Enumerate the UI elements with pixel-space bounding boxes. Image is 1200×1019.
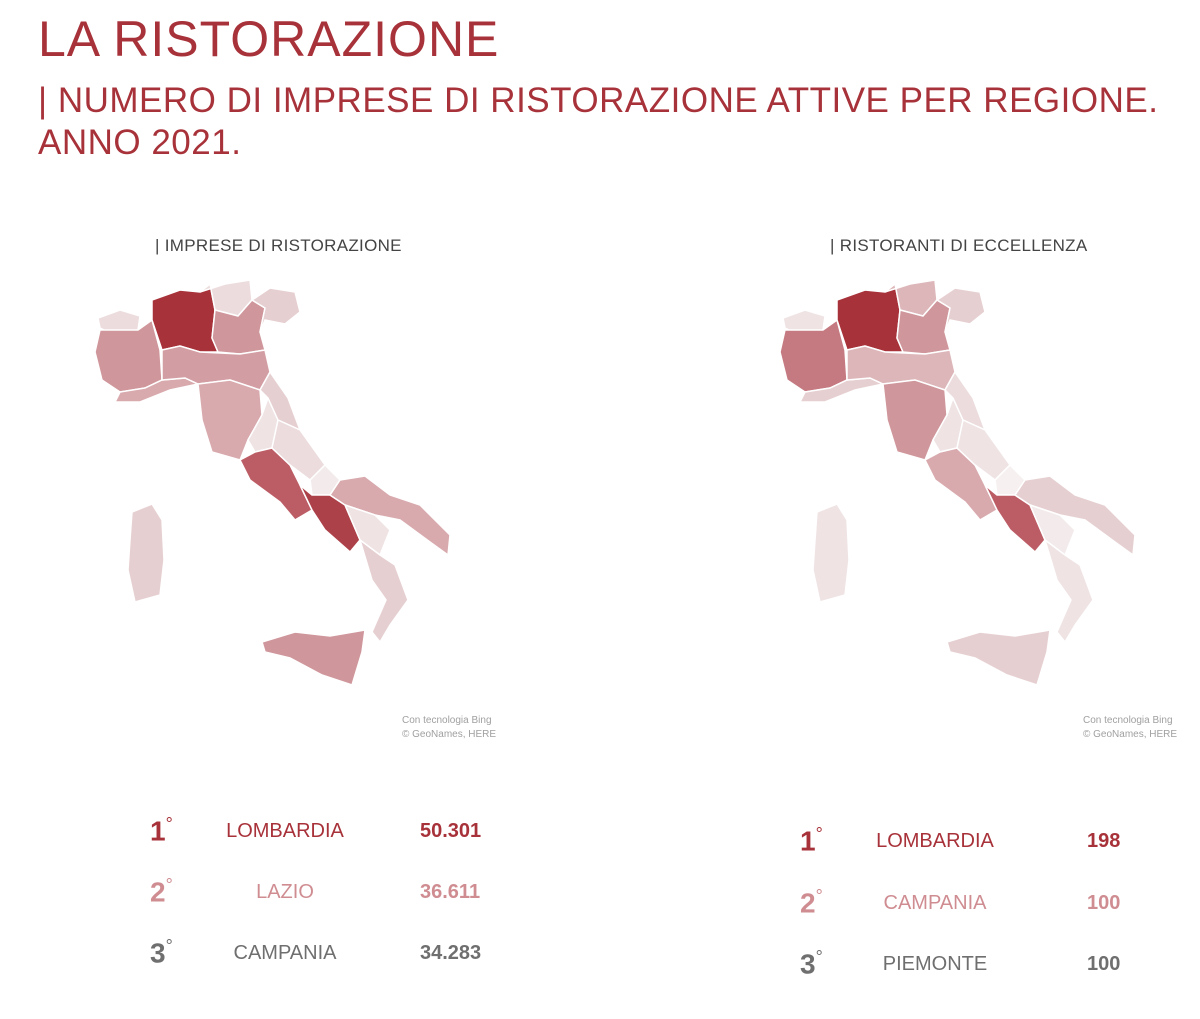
region-sicilia	[261, 629, 366, 686]
region-sicilia	[946, 629, 1051, 686]
ranking-row: 2° LAZIO 36.611	[150, 875, 500, 915]
italy-map-eccellenza	[779, 280, 1136, 686]
credit-line-1: Con tecnologia Bing	[402, 715, 492, 726]
region-basilicata	[343, 503, 391, 557]
credit-line-2: © GeoNames, HERE	[1083, 729, 1178, 740]
region-calabria	[358, 538, 409, 644]
region-puglia	[328, 475, 451, 557]
region-piemonte	[779, 318, 848, 393]
region-basilicata	[1028, 503, 1076, 557]
rank-number: 2°	[800, 886, 823, 919]
rank-value: 34.283	[420, 942, 482, 964]
rank-region: PIEMONTE	[882, 953, 988, 975]
ranking-row: 3° CAMPANIA 34.283	[150, 936, 500, 976]
ranking-row: 1° LOMBARDIA 198	[800, 824, 1140, 864]
region-veneto	[896, 299, 951, 355]
credit-line-2: © GeoNames, HERE	[402, 729, 497, 740]
rank-number: 3°	[150, 936, 173, 969]
rank-number: 2°	[150, 875, 173, 908]
ranking-row: 3° PIEMONTE 100	[800, 947, 1140, 987]
region-veneto	[211, 299, 266, 355]
region-lombardia	[836, 282, 905, 353]
region-calabria	[1043, 538, 1094, 644]
page-title: LA RISTORAZIONE	[38, 11, 500, 67]
map-credit-eccellenza: Con tecnologia Bing © GeoNames, HERE	[1083, 714, 1177, 742]
rank-region: LOMBARDIA	[226, 820, 344, 842]
ranking-row: 1° LOMBARDIA 50.301	[150, 814, 500, 854]
rank-region: CAMPANIA	[233, 942, 337, 964]
rank-region: LAZIO	[256, 881, 314, 903]
rank-number: 3°	[800, 947, 823, 980]
region-sardegna	[812, 503, 850, 603]
rank-value: 50.301	[420, 820, 482, 842]
rank-number: 1°	[150, 814, 173, 847]
region-friuli	[250, 287, 301, 333]
credit-line-1: Con tecnologia Bing	[1083, 715, 1173, 726]
rank-number: 1°	[800, 824, 823, 857]
rank-value: 36.611	[420, 881, 481, 903]
map-credit-imprese: Con tecnologia Bing © GeoNames, HERE	[402, 714, 496, 742]
region-lombardia	[151, 282, 220, 353]
region-puglia	[1013, 475, 1136, 557]
italy-map-imprese	[94, 280, 451, 686]
region-sardegna	[127, 503, 165, 603]
region-friuli	[935, 287, 986, 333]
rank-region: CAMPANIA	[883, 892, 987, 914]
region-piemonte	[94, 318, 163, 393]
rank-value: 100	[1087, 892, 1121, 914]
page-subtitle: | NUMERO DI IMPRESE DI RISTORAZIONE ATTI…	[38, 81, 1159, 162]
ranking-row: 2° CAMPANIA 100	[800, 886, 1140, 926]
rank-value: 100	[1087, 953, 1121, 975]
panel-title-eccellenza: | RISTORANTI DI ECCELLENZA	[830, 236, 1088, 255]
panel-title-imprese: | IMPRESE DI RISTORAZIONE	[155, 236, 402, 255]
rank-value: 198	[1087, 830, 1121, 852]
rank-region: LOMBARDIA	[876, 830, 994, 852]
